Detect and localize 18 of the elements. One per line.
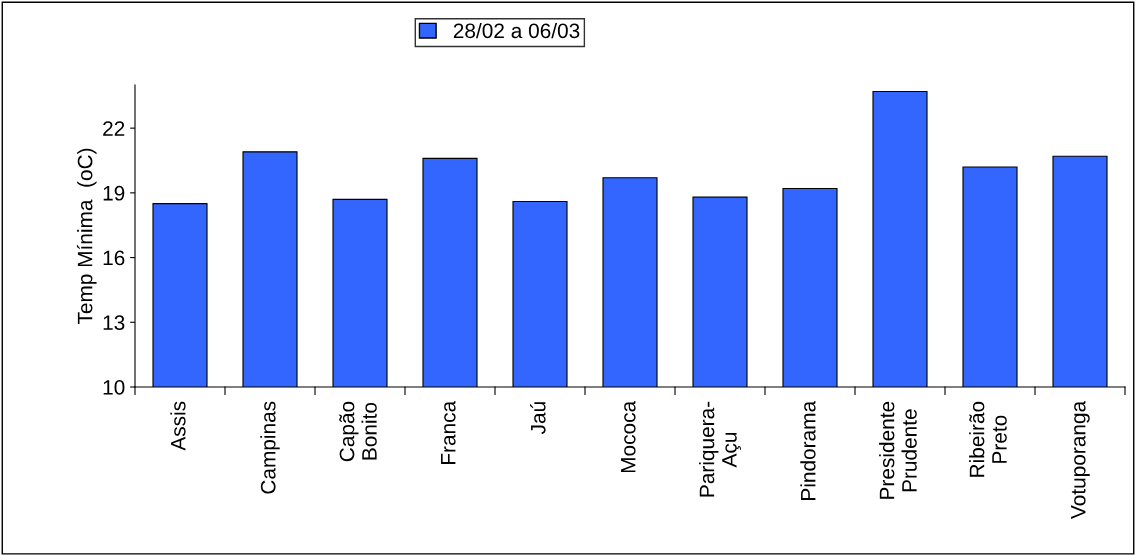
legend-label: 28/02 a 06/03 <box>453 22 580 39</box>
x-tick-label: Mococa <box>621 400 636 473</box>
x-tick-label: Pariquera- Açu <box>699 401 741 497</box>
x-tick-label: Capão Bonito <box>339 401 377 462</box>
y-axis-title: Temp Mínima (oC) <box>76 148 97 325</box>
x-tick-label: Votuporanga <box>1071 400 1090 519</box>
x-tick-label: Campinas <box>260 401 280 494</box>
y-tick-label: 13 <box>103 315 125 331</box>
x-tick-label: Pindorama <box>800 400 816 500</box>
x-tick-label: Franca <box>441 400 456 465</box>
x-tick-label: Assis <box>170 401 186 451</box>
y-tick-label: 16 <box>103 250 125 266</box>
x-tick-label: Presidente Prudente <box>879 401 917 499</box>
x-tick-label: Jaú <box>530 402 546 435</box>
x-tick-label: Ribeirão Preto <box>969 401 1007 477</box>
y-tick-label: 19 <box>103 185 125 201</box>
y-tick-label: 22 <box>103 121 125 136</box>
y-tick-label: 10 <box>103 380 125 395</box>
